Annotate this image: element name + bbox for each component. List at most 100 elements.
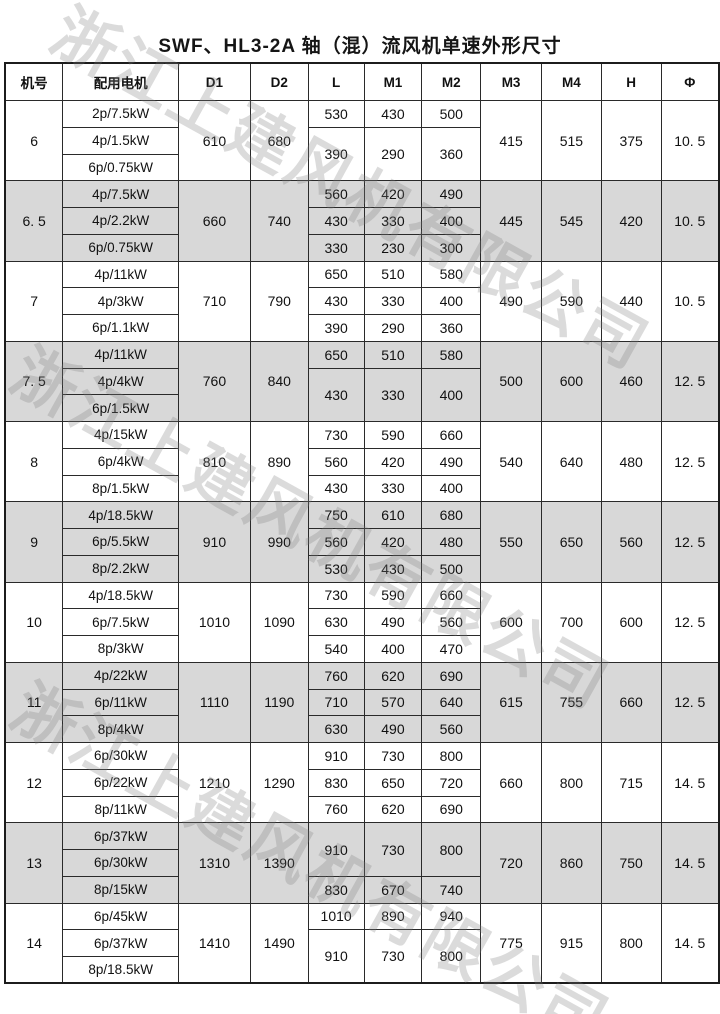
cell-machine-no: 13 — [4, 822, 64, 904]
cell-l: 390 — [307, 314, 365, 342]
cell-h: 600 — [600, 581, 662, 663]
cell-m1: 230 — [363, 233, 423, 262]
cell-motor: 6p/45kW — [62, 902, 180, 931]
cell-l: 540 — [307, 635, 365, 663]
cell-l: 390 — [307, 126, 365, 182]
table-row: 6p/0.75kW — [5, 153, 719, 182]
cell-d2: 740 — [249, 180, 309, 262]
table-row: 6p/7.5kW 630 490 560 — [5, 608, 719, 636]
cell-m2: 400 — [421, 367, 482, 422]
cell-m2: 480 — [421, 528, 482, 556]
cell-l: 650 — [307, 340, 365, 369]
table-row: 6p/30kW — [5, 849, 719, 877]
cell-m4: 590 — [540, 260, 602, 342]
cell-machine-no: 8 — [4, 420, 64, 503]
cell-d1: 1410 — [178, 902, 251, 984]
cell-m1: 290 — [363, 126, 423, 182]
table-row: 8p/18.5kW — [5, 956, 719, 984]
cell-d2: 1390 — [249, 822, 309, 904]
cell-m4: 915 — [540, 902, 602, 984]
table-row: 8 4p/15kW 810 890 730 590 660 540 640 480 12. 5 — [4, 420, 720, 503]
table-row: 14 6p/45kW 1410 1490 1010 890 940 775 915 800 14. … — [4, 902, 720, 984]
table-row: 4p/2.2kW 430 330 400 — [5, 207, 719, 235]
cell-motor: 6p/30kW — [62, 849, 180, 877]
cell-m1: 570 — [363, 688, 423, 717]
table-row: 9 4p/18.5kW 910 990 750 610 680 550 650 560 12. 5 — [4, 501, 720, 583]
cell-l: 560 — [307, 528, 365, 556]
cell-motor: 8p/15kW — [62, 875, 180, 904]
cell-m2: 360 — [421, 126, 482, 182]
cell-d2: 890 — [249, 420, 309, 503]
cell-phi: 10. 5 — [660, 260, 720, 342]
column-header-machine-no: 机号 — [4, 62, 64, 101]
cell-m2: 800 — [421, 929, 482, 984]
cell-l: 830 — [307, 875, 365, 904]
cell-l: 430 — [307, 367, 365, 422]
cell-h: 715 — [600, 741, 662, 824]
cell-m1: 670 — [363, 875, 423, 904]
cell-d1: 910 — [178, 501, 251, 583]
cell-motor: 6p/37kW — [62, 929, 180, 957]
cell-motor: 2p/7.5kW — [62, 100, 180, 128]
cell-m1: 510 — [363, 340, 423, 369]
cell-d2: 1290 — [249, 741, 309, 824]
cell-m1: 610 — [363, 501, 423, 529]
cell-d2: 680 — [249, 99, 309, 182]
cell-phi: 14. 5 — [660, 822, 720, 904]
cell-m3: 445 — [480, 180, 542, 262]
cell-m1: 330 — [363, 207, 423, 235]
column-header-l: L — [307, 62, 365, 101]
cell-phi: 12. 5 — [660, 340, 720, 423]
cell-motor: 4p/15kW — [62, 421, 180, 449]
cell-m2: 580 — [421, 340, 482, 369]
cell-l: 630 — [307, 715, 365, 743]
cell-motor: 4p/22kW — [62, 661, 180, 690]
cell-d1: 1310 — [178, 822, 251, 904]
cell-motor: 4p/18.5kW — [62, 501, 180, 529]
table-row: 6p/5.5kW 560 420 480 — [5, 528, 719, 556]
cell-m4: 600 — [540, 340, 602, 423]
cell-m2: 560 — [421, 608, 482, 636]
cell-m2: 580 — [421, 260, 482, 289]
cell-l: 560 — [307, 447, 365, 476]
cell-h: 560 — [600, 501, 662, 583]
cell-machine-no: 14 — [4, 902, 64, 984]
table-row: 6p/1.5kW — [5, 394, 719, 422]
cell-m4: 755 — [540, 661, 602, 744]
cell-m1: 730 — [363, 822, 423, 877]
cell-d2: 840 — [249, 340, 309, 423]
cell-l: 430 — [307, 287, 365, 315]
table-row: 7. 5 4p/11kW 760 840 650 510 580 500 600 460 12. 5 — [4, 340, 720, 423]
cell-m2: 690 — [421, 795, 482, 824]
cell-motor: 8p/2.2kW — [62, 554, 180, 583]
cell-machine-no: 7 — [4, 260, 64, 342]
cell-m3: 540 — [480, 420, 542, 503]
cell-m2: 660 — [421, 421, 482, 449]
cell-m4: 800 — [540, 741, 602, 824]
table-row: 8p/11kW 760 620 690 — [5, 795, 719, 824]
table-row: 4p/3kW 430 330 400 — [5, 287, 719, 315]
cell-machine-no: 12 — [4, 741, 64, 824]
cell-machine-no: 10 — [4, 581, 64, 663]
cell-motor: 6p/11kW — [62, 688, 180, 717]
cell-l: 910 — [307, 822, 365, 877]
cell-m1: 420 — [363, 528, 423, 556]
cell-phi: 14. 5 — [660, 902, 720, 984]
column-header-d2: D2 — [249, 62, 309, 101]
cell-m3: 660 — [480, 741, 542, 824]
cell-l: 330 — [307, 233, 365, 262]
cell-m3: 415 — [480, 99, 542, 182]
cell-l: 910 — [307, 929, 365, 984]
cell-m2: 800 — [421, 742, 482, 770]
cell-l: 530 — [307, 100, 365, 128]
cell-m4: 545 — [540, 180, 602, 262]
table-row: 8p/3kW 540 400 470 — [5, 635, 719, 663]
cell-machine-no: 7. 5 — [4, 340, 64, 423]
cell-d2: 1490 — [249, 902, 309, 984]
cell-motor: 8p/3kW — [62, 635, 180, 663]
cell-phi: 12. 5 — [660, 581, 720, 663]
cell-m2: 680 — [421, 501, 482, 529]
cell-motor: 4p/1.5kW — [62, 126, 180, 155]
table-row: 6 2p/7.5kW 610 680 530 430 500 415 515 375 10. 5 — [4, 99, 720, 182]
cell-m2: 560 — [421, 715, 482, 743]
